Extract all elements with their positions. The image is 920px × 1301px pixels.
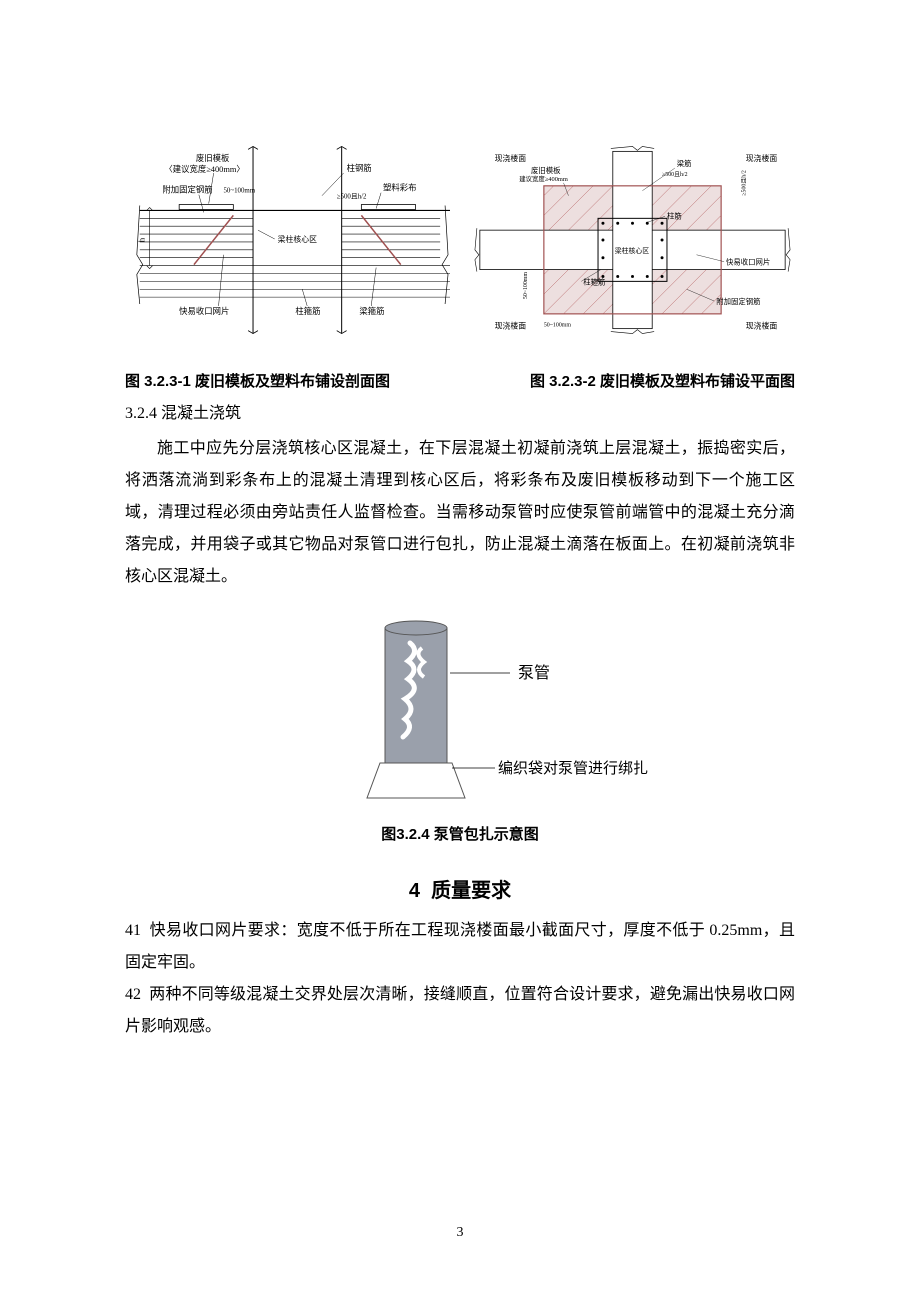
- section-3-2-4-number: 3.2.4: [125, 405, 157, 422]
- formwork-width-label: 〈建议宽度≥400mm〉: [164, 164, 244, 174]
- section-3-2-4-paragraph: 施工中应先分层浇筑核心区混凝土，在下层混凝土初凝前浇筑上层混凝土，振捣密实后，将…: [125, 433, 795, 593]
- section-diagram-svg: h 废旧模板 〈建议宽度≥400mm〉 附加固定钢筋 50~100mm 柱钢筋 …: [125, 140, 450, 340]
- dim-h-label: h: [137, 237, 147, 242]
- dim-500h2-plan-top: ≥500且h/2: [662, 171, 688, 178]
- add-rebar-label: 附加固定钢筋: [162, 185, 212, 195]
- core-label: 梁柱核心区: [278, 234, 317, 244]
- section-3-2-4-title: 混凝土浇筑: [161, 405, 241, 422]
- section-3-2-4-heading: 3.2.4 混凝土浇筑: [125, 399, 795, 423]
- section-4-title: 质量要求: [431, 880, 511, 902]
- dim-50-100-plan-bottom: 50~100mm: [544, 323, 571, 329]
- figure-captions-row: 图 3.2.3-1 废旧模板及塑料布铺设剖面图 图 3.2.3-2 废旧模板及塑…: [125, 370, 795, 391]
- add-rebar-plan: 附加固定钢筋: [716, 297, 760, 306]
- formwork-width-plan: 建议宽度≥400mm: [519, 174, 568, 183]
- item-42: 42 两种不同等级混凝土交界处层次清晰，接缝顺直，位置符合设计要求，避免漏出快易…: [125, 979, 795, 1043]
- beam-hoop-label: 梁箍筋: [359, 306, 384, 316]
- easy-close-mesh-label: 快易收口网片: [179, 306, 229, 316]
- cast-floor-tr: 现浇楼面: [746, 153, 778, 163]
- dim-50-100-plan-left: 50~100mm: [523, 272, 529, 299]
- item-42-num: 42: [125, 986, 141, 1003]
- core-label-plan: 梁柱核心区: [615, 246, 650, 255]
- fig-3-2-4-caption: 图3.2.4 泵管包扎示意图: [125, 823, 795, 844]
- column-rebar-plan: 柱筋: [667, 211, 682, 220]
- item-41-num: 41: [125, 922, 141, 939]
- cast-floor-bl: 现浇楼面: [495, 321, 527, 331]
- plastic-cloth-label: 塑料彩布: [383, 183, 416, 193]
- plan-diagram: 梁柱核心区 现浇楼面 现浇楼面 现浇楼面 现浇楼面 废旧模板 建议宽度≥400m…: [470, 140, 795, 345]
- plan-diagram-svg: 梁柱核心区 现浇楼面 现浇楼面 现浇楼面 现浇楼面 废旧模板 建议宽度≥400m…: [470, 140, 795, 340]
- column-hoop-label: 柱箍筋: [295, 306, 320, 316]
- section-diagram: h 废旧模板 〈建议宽度≥400mm〉 附加固定钢筋 50~100mm 柱钢筋 …: [125, 140, 450, 345]
- pump-bag-label: 编织袋对泵管进行绑扎: [498, 760, 648, 777]
- waste-formwork-label: 废旧模板: [196, 153, 230, 163]
- cast-floor-br: 现浇楼面: [746, 321, 778, 331]
- beam-rebar-plan: 梁筋: [677, 159, 692, 168]
- top-diagrams-row: h 废旧模板 〈建议宽度≥400mm〉 附加固定钢筋 50~100mm 柱钢筋 …: [125, 140, 795, 345]
- section-4-heading: 4 质量要求: [125, 874, 795, 903]
- dim-50-100-label: 50~100mm: [223, 188, 255, 195]
- dim-500h2-plan-right: ≥500且h/2: [741, 170, 748, 196]
- item-42-text: 两种不同等级混凝土交界处层次清晰，接缝顺直，位置符合设计要求，避免漏出快易收口网…: [125, 986, 795, 1035]
- item-41-text: 快易收口网片要求：宽度不低于所在工程现浇楼面最小截面尺寸，厚度不低于 0.25m…: [125, 922, 795, 971]
- fig-3-2-3-1-caption: 图 3.2.3-1 废旧模板及塑料布铺设剖面图: [125, 370, 390, 391]
- dim-500h2-label: ≥500且h/2: [337, 193, 367, 201]
- easy-close-mesh-plan: 快易收口网片: [726, 258, 770, 267]
- column-hoop-plan: 柱箍筋: [583, 277, 605, 286]
- waste-formwork-plan: 废旧模板: [531, 166, 561, 175]
- section-4-number: 4: [409, 880, 420, 902]
- page-number: 3: [0, 1225, 920, 1241]
- item-41: 41 快易收口网片要求：宽度不低于所在工程现浇楼面最小截面尺寸，厚度不低于 0.…: [125, 915, 795, 979]
- pump-diagram-container: 泵管 编织袋对泵管进行绑扎: [125, 613, 795, 813]
- pump-pipe-label: 泵管: [518, 664, 550, 682]
- pump-diagram-svg: 泵管 编织袋对泵管进行绑扎: [270, 613, 650, 813]
- column-rebar-label: 柱钢筋: [347, 163, 372, 173]
- fig-3-2-3-2-caption: 图 3.2.3-2 废旧模板及塑料布铺设平面图: [530, 370, 795, 391]
- cast-floor-tl: 现浇楼面: [495, 153, 527, 163]
